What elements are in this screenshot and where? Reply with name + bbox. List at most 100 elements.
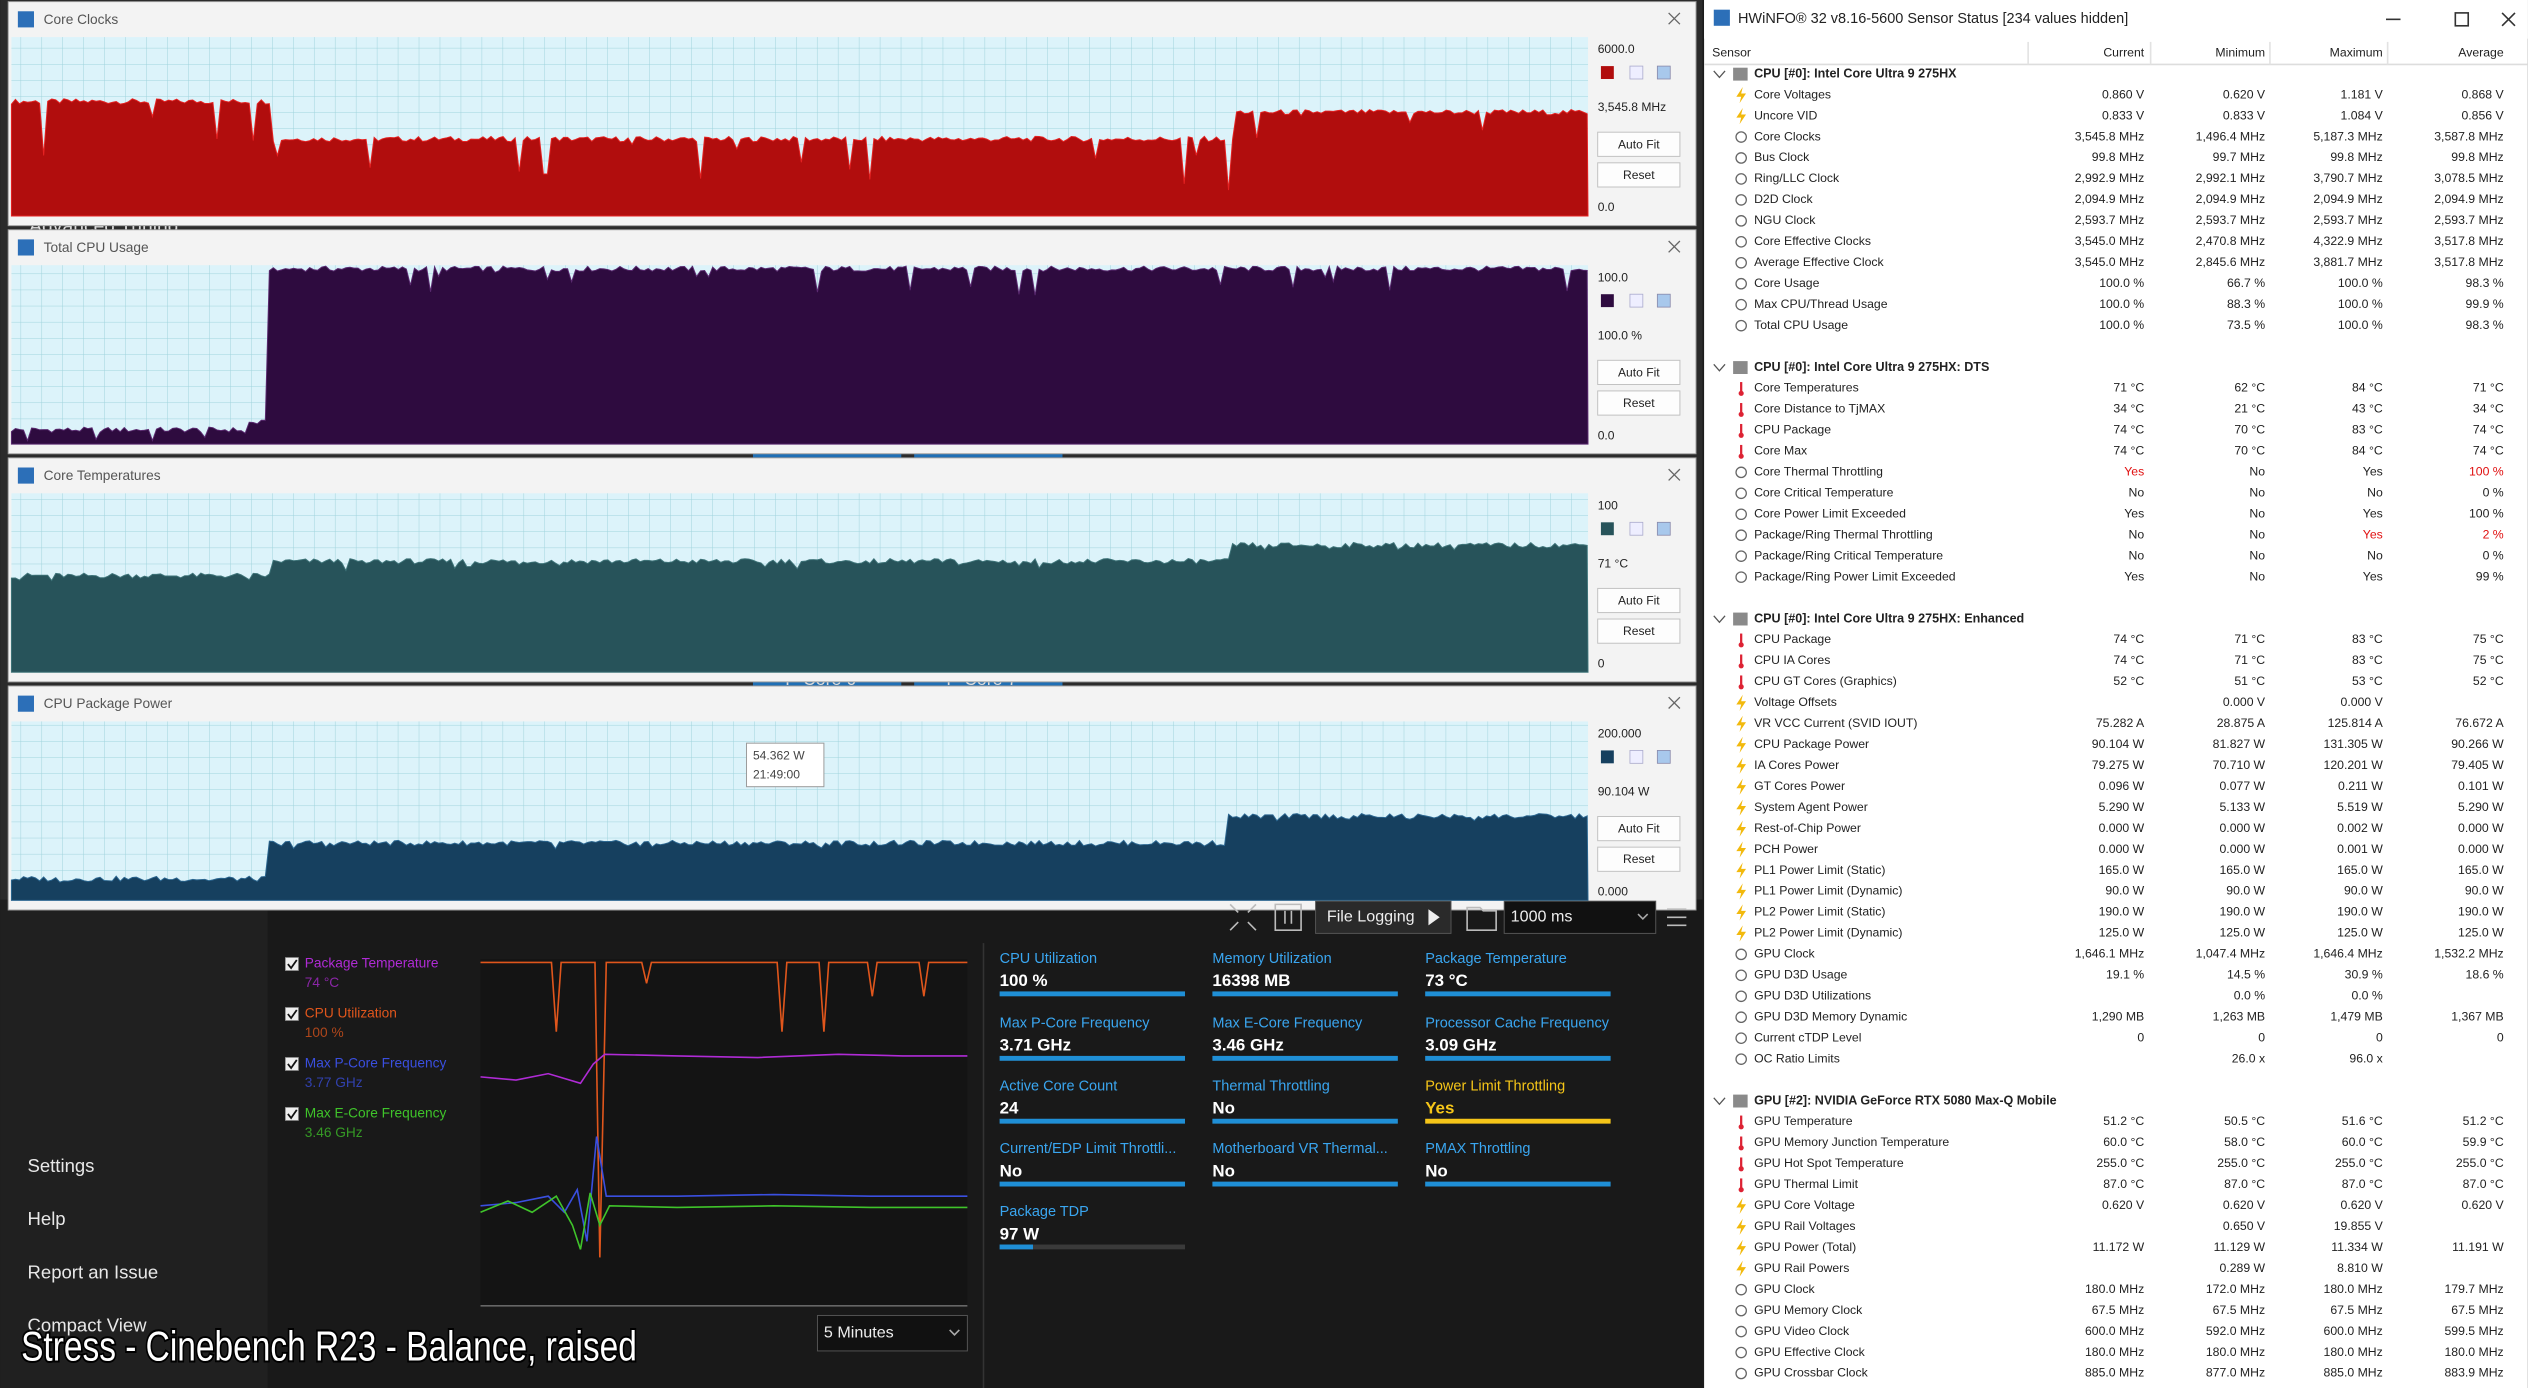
button[interactable]	[1597, 131, 1681, 157]
sensor-value: 0 %	[2483, 486, 2504, 500]
icon-power	[1736, 1239, 1747, 1256]
metric-value: No	[1000, 1161, 1023, 1180]
sensor-value: 131.305 W	[2324, 737, 2384, 751]
tooltip-value: 54.362 W	[753, 748, 805, 762]
swatch-button[interactable]	[1629, 750, 1644, 764]
sensor-name: PL1 Power Limit (Static)	[1754, 863, 1885, 877]
sensor-name: GPU Clock	[1754, 947, 1815, 961]
interval-label[interactable]: 1000 ms	[1511, 908, 1573, 926]
button-label[interactable]: Auto Fit	[1618, 137, 1660, 151]
button-label[interactable]: Auto Fit	[1618, 822, 1660, 836]
toolbar-icon[interactable]	[1274, 903, 1302, 931]
button-label[interactable]: Reset	[1623, 396, 1655, 410]
sidebar	[0, 899, 268, 1388]
sensor-name: Core Clocks	[1754, 129, 1821, 143]
sensor-name: Core Power Limit Exceeded	[1754, 506, 1906, 520]
close-button[interactable]	[1668, 240, 1681, 253]
swatch-button[interactable]	[1629, 293, 1644, 308]
toolbar-icon[interactable]	[1229, 903, 1257, 931]
color-swatch[interactable]	[1600, 66, 1614, 79]
toolbar-icon[interactable]	[1466, 906, 1497, 931]
swatch-button[interactable]	[1629, 521, 1644, 536]
sensor-value: 19.1 %	[2106, 968, 2144, 982]
checkbox[interactable]	[285, 1057, 299, 1071]
range-label[interactable]: 5 Minutes	[824, 1323, 894, 1341]
close[interactable]	[2501, 12, 2516, 27]
sensor-value: 98.3 %	[2466, 318, 2504, 332]
icon-clock	[1735, 256, 1747, 269]
swatch-button[interactable]	[1656, 65, 1671, 80]
menu-item[interactable]: Compact View	[28, 1315, 148, 1336]
sensor-value: 165.0 W	[2219, 863, 2265, 877]
button-label[interactable]: Reset	[1623, 168, 1655, 182]
sensor-name: Core Distance to TjMAX	[1754, 402, 1885, 416]
icon-clock	[1735, 1053, 1747, 1065]
metric-value: No	[1212, 1161, 1235, 1180]
menu-item[interactable]: Help	[28, 1208, 66, 1229]
caption: Stress - Cinebench R23 - Balance, raised	[21, 1322, 637, 1369]
sensor-value: 50.5 °C	[2224, 1114, 2265, 1128]
button[interactable]	[1597, 816, 1681, 842]
file-logging-label[interactable]: File Logging	[1327, 908, 1415, 926]
button[interactable]	[1597, 618, 1681, 644]
sensor-value: 0.833 V	[2102, 108, 2145, 122]
range-dropdown[interactable]	[816, 1314, 968, 1352]
icon-clock	[1735, 969, 1747, 982]
color-swatch[interactable]	[1600, 294, 1614, 308]
sensor-value: 5,187.3 MHz	[2313, 129, 2382, 143]
sensor-value: 600.0 MHz	[2085, 1324, 2144, 1338]
button-label[interactable]: Auto Fit	[1618, 593, 1660, 607]
column-header: Minimum	[2215, 45, 2265, 59]
menu-item[interactable]: Settings	[28, 1155, 95, 1176]
sensor-value: 0.833 V	[2223, 108, 2266, 122]
sensor-name: OC Ratio Limits	[1754, 1051, 1840, 1065]
metric-label: Power Limit Throttling	[1425, 1078, 1565, 1094]
icon-clock	[1735, 529, 1747, 542]
button-label[interactable]: Reset	[1623, 624, 1655, 638]
icon-clock	[1735, 215, 1747, 227]
legend-name: Max E-Core Frequency	[305, 1106, 447, 1121]
close-button[interactable]	[1668, 468, 1681, 481]
close-button[interactable]	[1668, 696, 1681, 709]
button-label[interactable]: Reset	[1623, 852, 1655, 866]
button[interactable]	[1597, 846, 1681, 872]
group-chevron[interactable]	[1713, 363, 1726, 372]
metric-label: Max E-Core Frequency	[1212, 1015, 1363, 1031]
button[interactable]	[1597, 162, 1681, 188]
sensor-value: 11.191 W	[2452, 1240, 2504, 1254]
color-swatch[interactable]	[1600, 750, 1614, 764]
sensor-value: 71 °C	[2473, 381, 2504, 395]
sensor-value: 2,094.9 MHz	[2075, 192, 2144, 206]
icon-clock	[1735, 1346, 1747, 1359]
button[interactable]	[1597, 390, 1681, 416]
swatch-button[interactable]	[1656, 521, 1671, 536]
sensor-name: Package/Ring Power Limit Exceeded	[1754, 569, 1956, 583]
group-chevron[interactable]	[1713, 615, 1726, 624]
sensor-value: 100.0 %	[2099, 276, 2144, 290]
button-label[interactable]: Auto Fit	[1618, 365, 1660, 379]
checkbox[interactable]	[285, 1007, 299, 1021]
color-swatch[interactable]	[1600, 522, 1614, 536]
interval-dropdown[interactable]	[1503, 900, 1657, 934]
sensor-name: GPU Rail Powers	[1754, 1261, 1849, 1275]
button[interactable]	[1597, 587, 1681, 614]
metric-bar	[1212, 991, 1398, 997]
graph-line-temp	[480, 1053, 968, 1085]
sensor-value: 1,479 MB	[2330, 1009, 2382, 1023]
scale-max: 100.0	[1598, 270, 1629, 284]
group-chevron[interactable]	[1713, 1097, 1726, 1106]
close-button[interactable]	[1668, 12, 1681, 25]
checkbox[interactable]	[285, 957, 299, 971]
maximize[interactable]	[2454, 12, 2470, 27]
swatch-button[interactable]	[1629, 65, 1644, 80]
sensor-value: 18.6 %	[2466, 968, 2504, 982]
group-chevron[interactable]	[1713, 70, 1726, 79]
sensor-value: 2,593.7 MHz	[2075, 213, 2144, 227]
menu-item[interactable]: Report an Issue	[28, 1261, 159, 1282]
checkbox[interactable]	[285, 1107, 299, 1121]
toolbar-icon[interactable]	[1667, 908, 1687, 927]
swatch-button[interactable]	[1656, 750, 1671, 764]
sensor-value: 59.9 °C	[2463, 1135, 2504, 1149]
button[interactable]	[1597, 359, 1681, 385]
swatch-button[interactable]	[1656, 293, 1671, 308]
